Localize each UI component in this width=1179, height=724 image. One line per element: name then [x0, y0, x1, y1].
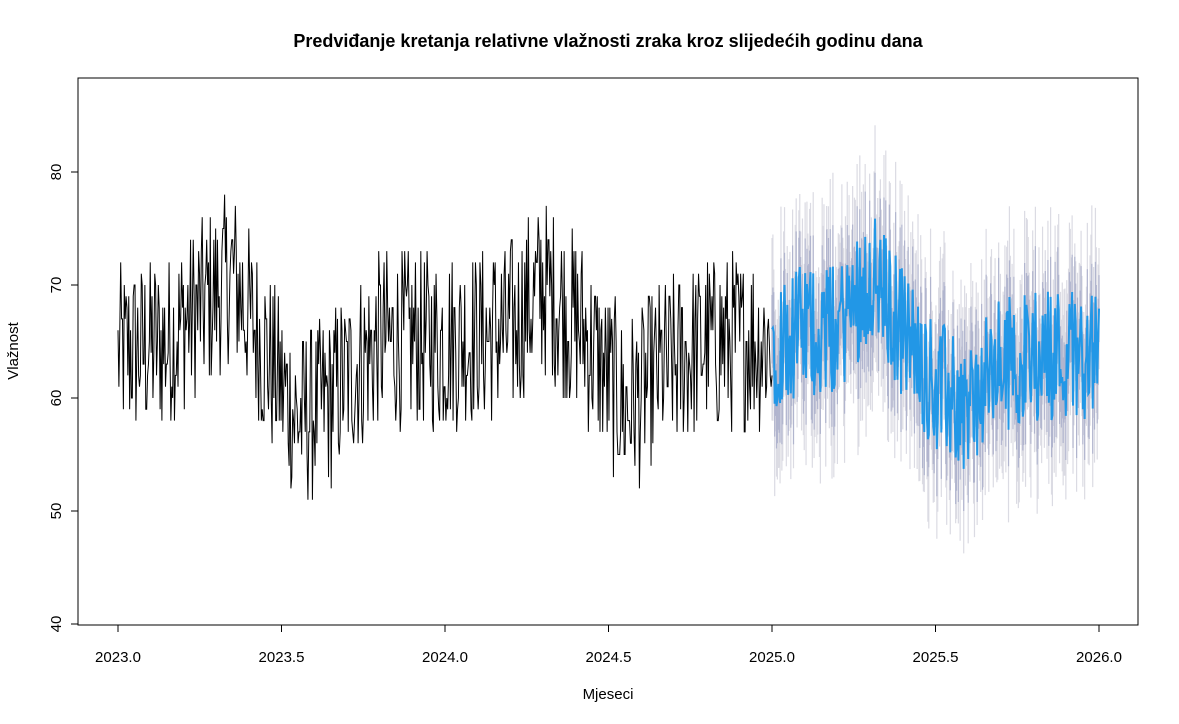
x-axis-label: Mjeseci [583, 686, 634, 703]
x-tick-label: 2024.0 [422, 649, 468, 666]
observed-series-line [117, 194, 773, 500]
x-tick-label: 2023.5 [259, 649, 305, 666]
x-tick-label: 2025.5 [913, 649, 959, 666]
y-tick-label: 80 [48, 164, 65, 181]
y-tick-label: 60 [48, 390, 65, 407]
y-axis: 40 50 60 70 80 [48, 164, 79, 633]
y-axis-label: Vlažnost [5, 321, 22, 379]
x-tick-label: 2025.0 [749, 649, 795, 666]
y-tick-label: 40 [48, 616, 65, 633]
forecast-mean-line [771, 218, 1100, 469]
x-tick-label: 2026.0 [1076, 649, 1122, 666]
x-axis: 2023.0 2023.5 2024.0 2024.5 2025.0 2025.5 2026… [95, 624, 1122, 666]
y-tick-label: 50 [48, 503, 65, 520]
x-tick-label: 2023.0 [95, 649, 141, 666]
x-tick-label: 2024.5 [586, 649, 632, 666]
y-tick-label: 70 [48, 277, 65, 294]
chart-title: Predviđanje kretanja relativne vlažnosti… [293, 31, 923, 51]
